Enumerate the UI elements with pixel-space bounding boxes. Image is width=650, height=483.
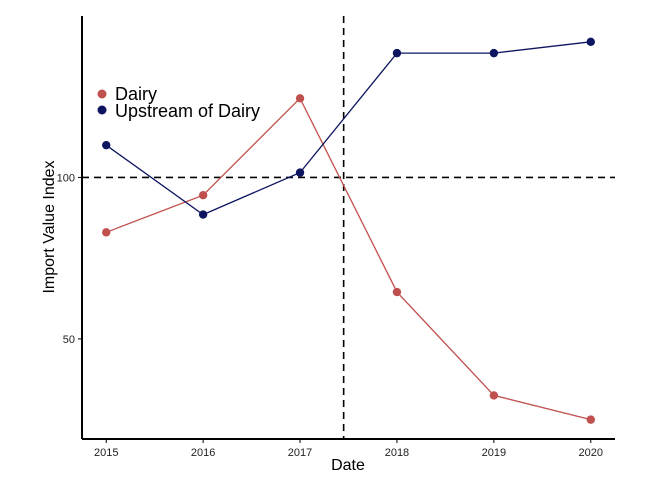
y-tick-label: 50 bbox=[63, 334, 75, 346]
y-axis-title: Import Value Index bbox=[41, 160, 58, 293]
legend-label-upstream-of-dairy: Upstream of Dairy bbox=[115, 101, 260, 121]
series-upstream-of-dairy bbox=[102, 37, 595, 219]
series-dairy bbox=[102, 94, 595, 424]
data-point-upstream-of-dairy bbox=[392, 48, 402, 58]
tick-group: 2015 2016 2017 2018 2019 2020 50 100 bbox=[57, 172, 603, 459]
x-axis-title: Date bbox=[331, 457, 365, 474]
legend-marker-dairy bbox=[97, 89, 107, 99]
x-tick-label: 2018 bbox=[385, 447, 409, 459]
data-point-dairy bbox=[392, 287, 402, 297]
reference-lines bbox=[82, 16, 615, 439]
legend-marker-upstream-of-dairy bbox=[97, 105, 107, 115]
series-group bbox=[102, 37, 595, 424]
x-tick-label: 2020 bbox=[579, 447, 603, 459]
data-point-upstream-of-dairy bbox=[198, 210, 208, 219]
data-point-dairy bbox=[198, 191, 208, 200]
data-point-dairy bbox=[586, 415, 595, 424]
legend: Dairy Upstream of Dairy bbox=[97, 84, 260, 121]
data-point-upstream-of-dairy bbox=[295, 168, 305, 177]
data-point-upstream-of-dairy bbox=[489, 48, 499, 58]
legend-label-dairy: Dairy bbox=[115, 84, 157, 104]
y-tick-label: 100 bbox=[57, 172, 75, 184]
data-point-upstream-of-dairy bbox=[586, 37, 595, 47]
data-point-upstream-of-dairy bbox=[102, 140, 111, 150]
data-point-dairy bbox=[295, 94, 305, 103]
data-point-dairy bbox=[489, 391, 499, 400]
series-line-dairy bbox=[105, 97, 591, 421]
x-tick-label: 2017 bbox=[288, 447, 312, 459]
x-tick-label: 2015 bbox=[94, 447, 118, 459]
x-tick-label: 2016 bbox=[191, 447, 215, 459]
data-point-dairy bbox=[102, 228, 111, 237]
x-tick-label: 2019 bbox=[482, 447, 506, 459]
series-line-upstream-of-dairy bbox=[105, 41, 591, 216]
